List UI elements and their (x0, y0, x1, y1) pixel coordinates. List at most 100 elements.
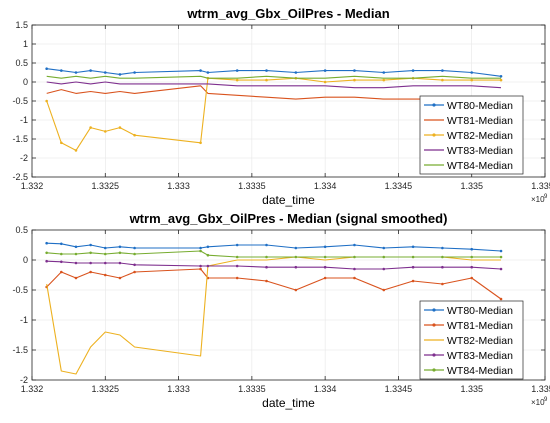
legend-entry-WT80-Median: WT80-Median (447, 100, 513, 112)
series-point-WT80-Median (294, 246, 298, 250)
series-point-WT83-Median (441, 265, 444, 269)
series-point-WT83-Median (382, 267, 386, 271)
series-line-WT81-Median (46, 85, 502, 104)
series-point-WT84-Median (382, 255, 386, 259)
series-point-WT80-Median (470, 71, 474, 74)
series-point-WT84-Median (60, 252, 63, 256)
series-point-WT80-Median (382, 71, 386, 74)
x-tick-label: 1.332 (21, 181, 44, 191)
series-point-WT80-Median (118, 245, 122, 249)
series-point-WT83-Median (45, 259, 48, 263)
series-point-WT82-Median (470, 78, 474, 82)
x-tick-label: 1.335 (460, 384, 483, 394)
series-point-WT81-Median (133, 270, 136, 274)
series-point-WT84-Median (470, 255, 474, 259)
x-tick-label: 1.332 (21, 384, 44, 394)
legend-entry-WT83-Median: WT83-Median (447, 350, 513, 362)
series-point-WT81-Median (470, 276, 474, 280)
y-tick-label: -2.5 (12, 172, 28, 182)
series-line-WT81-Median (46, 268, 502, 300)
plot-frame (31, 229, 546, 381)
legend-entry-WT82-Median: WT82-Median (447, 335, 513, 347)
series-line-WT84-Median (46, 75, 501, 79)
y-tick-label: 1 (23, 39, 28, 49)
series-point-WT84-Median (89, 251, 92, 255)
y-tick-label: -0.5 (12, 96, 28, 106)
series-point-WT82-Median (60, 141, 63, 145)
series-point-WT80-Median (235, 243, 239, 247)
x-exponent-power: 9 (544, 194, 548, 200)
series-point-WT80-Median (323, 69, 327, 72)
series-point-WT83-Median (265, 265, 268, 269)
legend-entry-WT82-Median: WT82-Median (447, 130, 513, 142)
series-point-WT84-Median (265, 255, 268, 259)
legend: WT80-Median WT81-Median WT82-Median WT83-Me… (419, 95, 524, 175)
legend-entry-WT81-Median: WT81-Median (447, 320, 513, 332)
series-point-WT80-Median (60, 69, 63, 72)
series-point-WT83-Median (60, 260, 63, 264)
series-point-WT82-Median (118, 126, 122, 129)
y-tick-label: -2 (20, 153, 28, 163)
series-point-WT83-Median (411, 265, 415, 269)
x-tick-label: 1.3345 (385, 181, 413, 191)
series-point-WT82-Median (382, 78, 386, 82)
y-tick-label: -2 (20, 375, 28, 385)
legend-entry-WT84-Median: WT84-Median (447, 160, 513, 172)
series-point-WT84-Median (294, 255, 298, 259)
series-point-WT83-Median (199, 264, 202, 268)
x-exponent-power: 9 (544, 397, 548, 403)
series-point-WT83-Median (103, 261, 107, 265)
series-point-WT80-Median (206, 245, 210, 249)
series-point-WT84-Median (118, 251, 122, 255)
series-point-WT81-Median (60, 270, 63, 274)
series-point-WT82-Median (89, 126, 92, 129)
series-point-WT84-Median (499, 255, 503, 259)
x-tick-label: 1.3345 (385, 384, 413, 394)
x-tick-label: 1.3355 (531, 384, 550, 394)
x-tick-label: 1.3355 (531, 181, 550, 191)
series-point-WT80-Median (235, 69, 239, 72)
legend-entry-WT80-Median: WT80-Median (447, 305, 513, 317)
chart-title: wtrm_avg_Gbx_OilPres - Median (186, 6, 389, 21)
series-point-WT80-Median (133, 71, 136, 74)
legend-swatch-marker (432, 368, 436, 372)
series-point-WT84-Median (133, 252, 136, 256)
series-point-WT80-Median (118, 73, 122, 76)
series-point-WT83-Median (74, 261, 78, 265)
series-point-WT80-Median (265, 69, 268, 72)
series-point-WT83-Median (235, 264, 239, 268)
series-point-WT84-Median (323, 255, 327, 259)
x-tick-label: 1.334 (314, 181, 337, 191)
series-point-WT82-Median (199, 141, 202, 145)
series-point-WT83-Median (206, 264, 210, 268)
series-point-WT80-Median (206, 71, 210, 74)
series-point-WT81-Median (353, 276, 356, 280)
y-tick-label: -1 (20, 115, 28, 125)
legend-swatch-marker (432, 353, 436, 357)
series-point-WT80-Median (353, 69, 356, 72)
x-tick-label: 1.3335 (238, 384, 266, 394)
series-point-WT81-Median (103, 273, 107, 277)
y-tick-label: -1.5 (12, 134, 28, 144)
y-tick-label: -1 (20, 315, 28, 325)
series-point-WT81-Median (441, 282, 444, 286)
series-point-WT80-Median (441, 69, 444, 72)
series-point-WT81-Median (199, 267, 202, 271)
x-exponent-label: ×10 (531, 398, 545, 407)
series-point-WT82-Median (323, 80, 327, 84)
series-point-WT84-Median (206, 253, 210, 257)
series-point-WT81-Median (265, 279, 268, 283)
series-point-WT84-Median (45, 251, 48, 255)
chart-1: wtrm_avg_Gbx_OilPres - Median 1.332 1.3325… (12, 6, 550, 207)
series-point-WT81-Median (323, 276, 327, 280)
series-line-WT80-Median (46, 242, 502, 252)
x-tick-label: 1.335 (460, 181, 483, 191)
series-point-WT81-Median (74, 276, 78, 280)
series-point-WT81-Median (294, 288, 298, 292)
series-point-WT83-Median (470, 265, 474, 269)
legend-swatch-marker (432, 103, 436, 107)
y-tick-label: 0.5 (15, 58, 28, 68)
series-point-WT82-Median (265, 78, 268, 82)
x-tick-label: 1.333 (167, 181, 190, 191)
legend-entry-WT83-Median: WT83-Median (447, 145, 513, 157)
